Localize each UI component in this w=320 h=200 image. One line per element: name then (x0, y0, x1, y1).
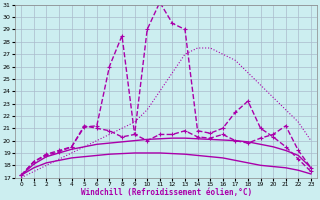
X-axis label: Windchill (Refroidissement éolien,°C): Windchill (Refroidissement éolien,°C) (81, 188, 252, 197)
